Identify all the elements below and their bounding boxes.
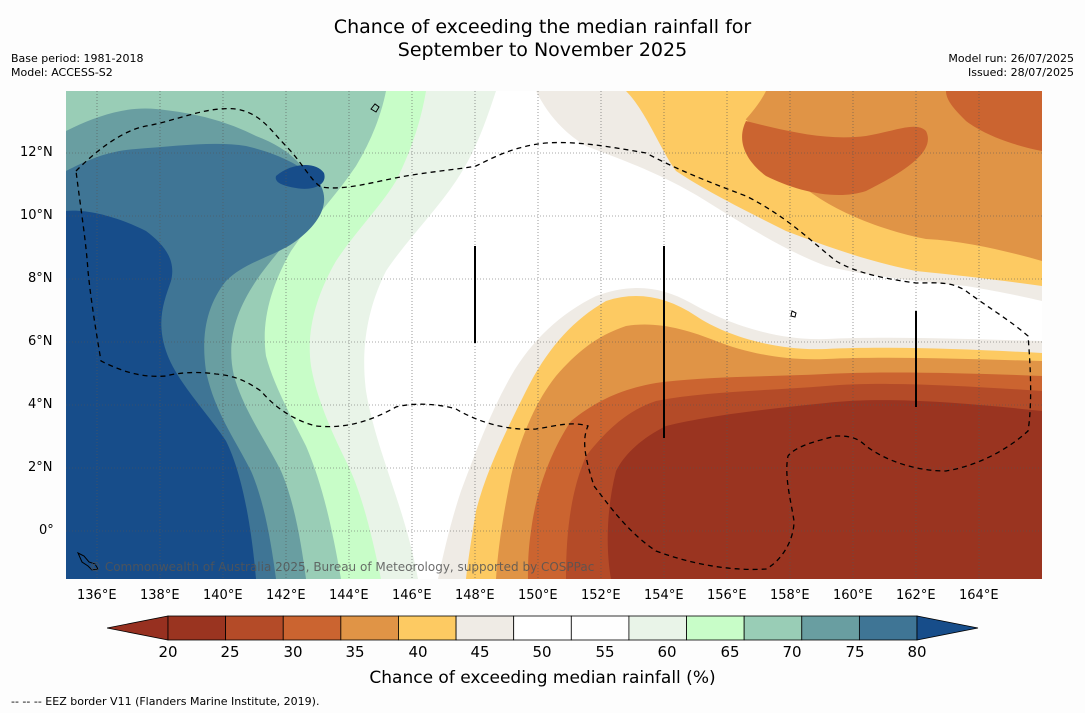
- colorbar-tick-35: 35: [345, 643, 365, 661]
- lon-label-162e: 162°E: [896, 588, 936, 603]
- colorbar-cell: [858, 615, 918, 641]
- lat-label-0: 0°: [39, 523, 54, 538]
- colorbar-tick-65: 65: [720, 643, 740, 661]
- lon-label-136e: 136°E: [77, 588, 117, 603]
- lat-label-8n: 8°N: [28, 271, 53, 286]
- colorbar-cell: [513, 615, 572, 641]
- colorbar-cell: [398, 615, 457, 641]
- colorbar-tick-60: 60: [657, 643, 677, 661]
- colorbar-cell: [570, 615, 630, 641]
- map-title-line1: Chance of exceeding the median rainfall …: [333, 16, 752, 38]
- zone-dark-blue: [66, 210, 256, 579]
- colorbar-extend-high: [916, 615, 979, 641]
- colorbar-cell: [743, 615, 803, 641]
- zone-northeast-yellow: [645, 91, 766, 148]
- colorbar-tick-55: 55: [595, 643, 615, 661]
- eez-footnote: -- -- -- EEZ border V11 (Flanders Marine…: [11, 695, 320, 708]
- zone-dark-blue-patch: [275, 165, 325, 189]
- lon-label-146e: 146°E: [392, 588, 432, 603]
- lat-label-12n: 12°N: [20, 145, 53, 160]
- colorbar-cell: [686, 615, 745, 641]
- colorbar-extend-low: [107, 615, 169, 641]
- colorbar-label: Chance of exceeding median rainfall (%): [369, 668, 716, 688]
- eez-borders: [75, 107, 1032, 571]
- lon-label-152e: 152°E: [581, 588, 621, 603]
- eez-border-palau-fsm: [75, 107, 1032, 571]
- map-title-line2: September to November 2025: [397, 39, 688, 61]
- colorbar-cells: [167, 615, 918, 641]
- colorbar-tick-70: 70: [782, 643, 802, 661]
- colorbar-cell: [340, 615, 399, 641]
- colorbar-tick-75: 75: [845, 643, 865, 661]
- colorbar-cell: [628, 615, 687, 641]
- lat-label-10n: 10°N: [20, 208, 53, 223]
- model-run-date: Model run: 26/07/2025: [948, 52, 1074, 65]
- colorbar: [107, 615, 979, 641]
- colorbar-cell: [167, 615, 227, 641]
- colorbar-tick-50: 50: [532, 643, 552, 661]
- sector-markers: [474, 246, 917, 438]
- base-period: Base period: 1981-2018: [11, 52, 144, 65]
- lon-label-148e: 148°E: [455, 588, 495, 603]
- lat-label-2n: 2°N: [28, 460, 53, 475]
- colorbar-tick-30: 30: [283, 643, 303, 661]
- colorbar-cell: [455, 615, 515, 641]
- zone-northeast-red-orange-2: [946, 91, 1042, 151]
- colorbar-tick-25: 25: [220, 643, 240, 661]
- colorbar-cell: [225, 615, 284, 641]
- zone-northeast-red-orange: [742, 121, 928, 196]
- rainfall-map: © Commonwealth of Australia 2025, Bureau…: [66, 91, 1042, 579]
- colorbar-cell: [282, 615, 342, 641]
- lon-label-144e: 144°E: [329, 588, 369, 603]
- lon-label-154e: 154°E: [644, 588, 684, 603]
- lon-label-160e: 160°E: [833, 588, 873, 603]
- lon-label-142e: 142°E: [266, 588, 306, 603]
- colorbar-cell: [801, 615, 860, 641]
- graticule: [66, 91, 1042, 579]
- lon-label-158e: 158°E: [770, 588, 810, 603]
- colorbar-tick-40: 40: [408, 643, 428, 661]
- colorbar-tick-45: 45: [470, 643, 490, 661]
- lon-label-138e: 138°E: [140, 588, 180, 603]
- lon-label-150e: 150°E: [518, 588, 558, 603]
- coastlines: [76, 103, 797, 571]
- lat-label-4n: 4°N: [28, 397, 53, 412]
- lat-label-6n: 6°N: [28, 334, 53, 349]
- lon-label-140e: 140°E: [203, 588, 243, 603]
- issued-date: Issued: 28/07/2025: [967, 66, 1074, 79]
- copyright-notice: © Commonwealth of Australia 2025, Bureau…: [89, 560, 594, 574]
- colorbar-tick-80: 80: [907, 643, 927, 661]
- lon-label-156e: 156°E: [707, 588, 747, 603]
- lon-label-164e: 164°E: [959, 588, 999, 603]
- colorbar-tick-20: 20: [158, 643, 178, 661]
- model-name: Model: ACCESS-S2: [11, 66, 113, 79]
- probability-shading: [66, 91, 1042, 579]
